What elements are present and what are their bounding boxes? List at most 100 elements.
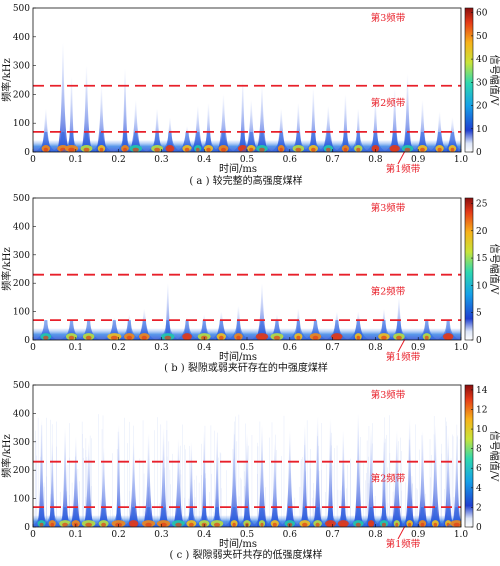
y-axis-label: 频率/kHz bbox=[0, 434, 13, 477]
x-tick-label: 0.2 bbox=[111, 155, 125, 165]
colorbar-label: 信号幅值/V bbox=[488, 244, 500, 295]
burst-base bbox=[397, 507, 422, 527]
burst-streak bbox=[70, 436, 81, 527]
colorbar bbox=[464, 197, 474, 341]
burst-core-hot bbox=[160, 522, 167, 527]
burst-base bbox=[50, 131, 75, 152]
burst-base bbox=[410, 507, 435, 527]
x-tick-label: 0.1 bbox=[69, 343, 83, 353]
burst-base bbox=[436, 507, 461, 527]
burst-core-hot bbox=[232, 522, 236, 527]
colorbar-tick-label: 2 bbox=[476, 503, 482, 513]
burst-core-hot bbox=[381, 335, 387, 340]
heatmap-content bbox=[33, 413, 461, 527]
x-tick-label: 0.5 bbox=[240, 343, 255, 353]
x-tick-label: 0.6 bbox=[283, 343, 298, 353]
colorbar-tick-label: 5 bbox=[476, 309, 482, 319]
burst-streak bbox=[256, 283, 268, 340]
burst-base bbox=[230, 131, 255, 152]
burst-base bbox=[427, 131, 452, 152]
x-tick-label: 0.9 bbox=[411, 155, 426, 165]
burst-core-hot bbox=[260, 522, 264, 527]
burst-core-hot bbox=[355, 522, 361, 527]
colorbar-tick-label: 40 bbox=[476, 55, 488, 65]
burst-streak bbox=[49, 441, 56, 527]
burst-base bbox=[277, 507, 302, 527]
burst-streak bbox=[391, 430, 403, 527]
burst-core-hot bbox=[188, 522, 194, 527]
burst-base bbox=[436, 320, 461, 340]
y-tick-label: 300 bbox=[13, 438, 30, 448]
burst-base bbox=[371, 507, 396, 527]
burst-streak bbox=[256, 85, 268, 152]
burst-base bbox=[76, 507, 101, 527]
y-tick-label: 100 bbox=[13, 308, 30, 318]
burst-streak bbox=[417, 430, 428, 527]
burst-base bbox=[59, 320, 84, 340]
colorbar-tick-label: 50 bbox=[476, 32, 488, 42]
burst-base bbox=[209, 320, 234, 340]
burst-streak bbox=[81, 65, 92, 152]
burst-core-hot bbox=[126, 335, 132, 340]
band-3-label: 第3频带 bbox=[371, 202, 406, 214]
burst-core-hot bbox=[123, 147, 127, 152]
x-tick-label: 0.6 bbox=[283, 155, 298, 165]
burst-streak bbox=[143, 433, 155, 527]
burst-core-hot bbox=[131, 522, 136, 527]
burst-core-hot bbox=[396, 335, 402, 340]
burst-core-hot bbox=[236, 335, 241, 340]
burst-base bbox=[222, 507, 247, 527]
burst-core-hot bbox=[101, 522, 107, 527]
burst-base bbox=[239, 131, 264, 152]
colorbar-tick-label: 6 bbox=[476, 464, 482, 474]
burst-streak bbox=[417, 100, 428, 152]
burst-core-hot bbox=[145, 522, 152, 527]
band-3-label: 第3频带 bbox=[371, 389, 406, 401]
burst-base bbox=[192, 320, 217, 340]
burst-base bbox=[371, 320, 396, 340]
burst-core-hot bbox=[392, 147, 398, 152]
burst-base bbox=[33, 131, 58, 152]
y-tick-label: 500 bbox=[13, 4, 30, 14]
burst-streak bbox=[366, 427, 376, 527]
burst-core-hot bbox=[295, 147, 302, 152]
burst-streak bbox=[173, 438, 184, 527]
band-3-label: 第3频带 bbox=[371, 12, 406, 24]
burst-base bbox=[179, 507, 204, 527]
colorbar-tick-label: 10 bbox=[476, 125, 488, 135]
burst-core-hot bbox=[325, 147, 331, 152]
burst-core-hot bbox=[184, 147, 190, 152]
x-tick-label: 1.0 bbox=[454, 343, 469, 353]
burst-core-hot bbox=[437, 147, 442, 152]
burst-base bbox=[249, 131, 274, 152]
burst-streak bbox=[429, 424, 442, 527]
burst-base bbox=[346, 507, 371, 527]
burst-streak bbox=[98, 447, 109, 527]
x-tick-label: 0.4 bbox=[197, 343, 212, 353]
burst-streak bbox=[256, 424, 268, 527]
burst-base bbox=[123, 131, 148, 152]
burst-core-hot bbox=[404, 147, 411, 152]
burst-streak bbox=[128, 441, 139, 527]
burst-base bbox=[136, 507, 161, 527]
x-tick-label: 0.7 bbox=[325, 343, 340, 353]
x-tick-label: 0.6 bbox=[283, 530, 298, 540]
colorbar bbox=[464, 384, 474, 528]
burst-streak bbox=[188, 441, 195, 527]
plot-area bbox=[33, 198, 461, 340]
burst-core-hot bbox=[110, 335, 118, 340]
burst-base bbox=[316, 131, 341, 152]
x-tick-label: 0.4 bbox=[197, 155, 212, 165]
burst-streak bbox=[158, 427, 169, 527]
y-tick-label: 0 bbox=[24, 148, 30, 158]
burst-streak bbox=[130, 100, 142, 152]
y-tick-label: 400 bbox=[13, 409, 30, 419]
burst-streak bbox=[83, 441, 94, 527]
burst-core-hot bbox=[356, 335, 361, 340]
burst-core-hot bbox=[43, 147, 48, 152]
burst-base bbox=[301, 131, 326, 152]
y-tick-label: 100 bbox=[13, 495, 30, 505]
y-tick-label: 100 bbox=[13, 119, 30, 129]
burst-base bbox=[192, 507, 217, 527]
